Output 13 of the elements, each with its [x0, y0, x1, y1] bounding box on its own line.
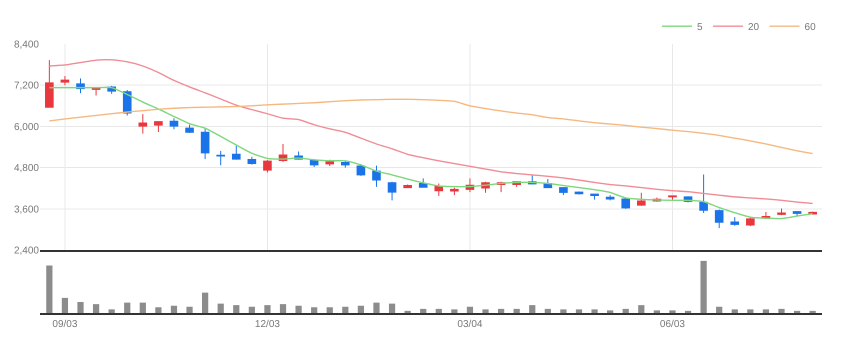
legend-label: 5	[697, 22, 703, 34]
y-tick-label: 7,200	[14, 80, 40, 92]
legend-label: 20	[748, 22, 760, 34]
y-tick-label: 8,400	[14, 40, 40, 50]
y-tick-label: 4,800	[14, 163, 40, 174]
x-tick-label: 06/03	[660, 319, 686, 330]
x-tick-label: 09/03	[52, 319, 78, 330]
x-tick-label: 03/04	[457, 319, 483, 330]
y-tick-label: 6,000	[14, 122, 40, 133]
y-tick-label: 2,400	[14, 246, 40, 257]
y-tick-label: 3,600	[14, 204, 40, 216]
legend-label: 60	[804, 22, 816, 34]
x-tick-label: 12/03	[254, 319, 280, 330]
